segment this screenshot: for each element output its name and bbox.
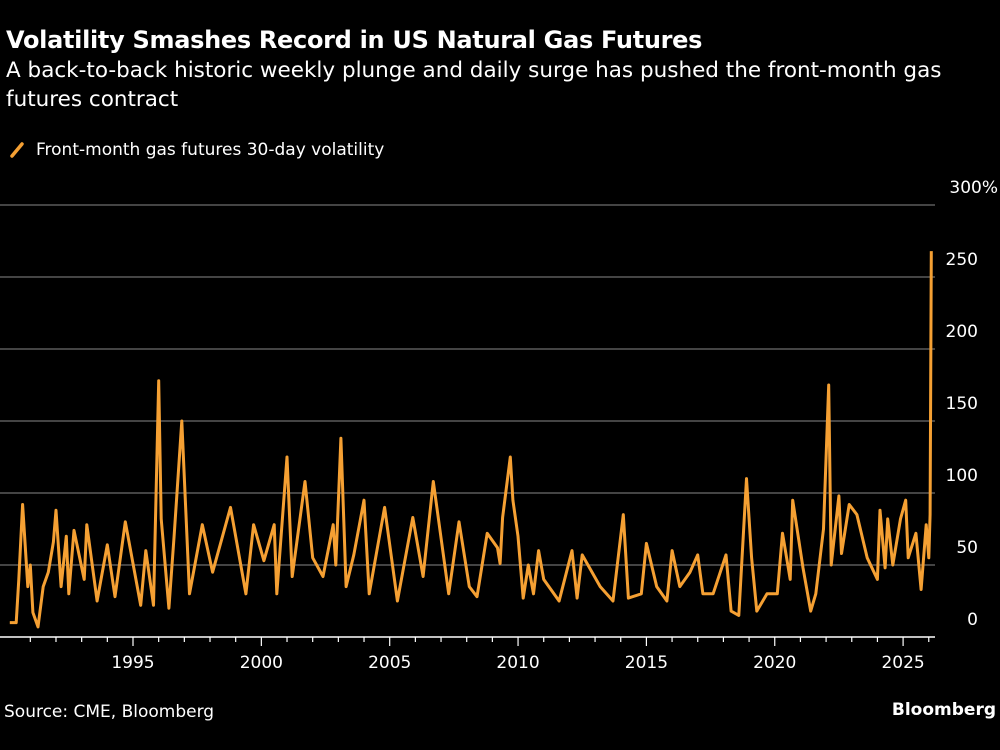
chart-title: Volatility Smashes Record in US Natural …	[6, 26, 703, 54]
x-tick-label: 2015	[625, 653, 668, 673]
y-tick-label: 100	[946, 466, 978, 486]
legend-label: Front-month gas futures 30-day volatilit…	[36, 140, 385, 160]
series-line-volatility	[9, 251, 933, 629]
bloomberg-logo: Bloomberg	[891, 700, 996, 720]
x-tick-label: 1995	[111, 653, 154, 673]
chart-subtitle: A back-to-back historic weekly plunge an…	[6, 58, 942, 112]
x-tick-label: 2025	[881, 653, 924, 673]
x-tick-label: 2020	[753, 653, 796, 673]
y-tick-label: 0	[967, 610, 978, 630]
legend-swatch-icon	[10, 142, 24, 158]
source-note: Source: CME, Bloomberg	[4, 702, 215, 722]
y-tick-label: 150	[946, 394, 978, 414]
x-tick-label: 2000	[240, 653, 283, 673]
x-tick-label: 2010	[496, 653, 539, 673]
x-tick-label: 2005	[368, 653, 411, 673]
y-tick-label: 250	[946, 250, 978, 270]
y-tick-label: 50	[956, 538, 978, 558]
y-tick-label: 200	[946, 322, 978, 342]
legend: Front-month gas futures 30-day volatilit…	[6, 140, 384, 160]
y-tick-label: 300%	[949, 178, 998, 198]
